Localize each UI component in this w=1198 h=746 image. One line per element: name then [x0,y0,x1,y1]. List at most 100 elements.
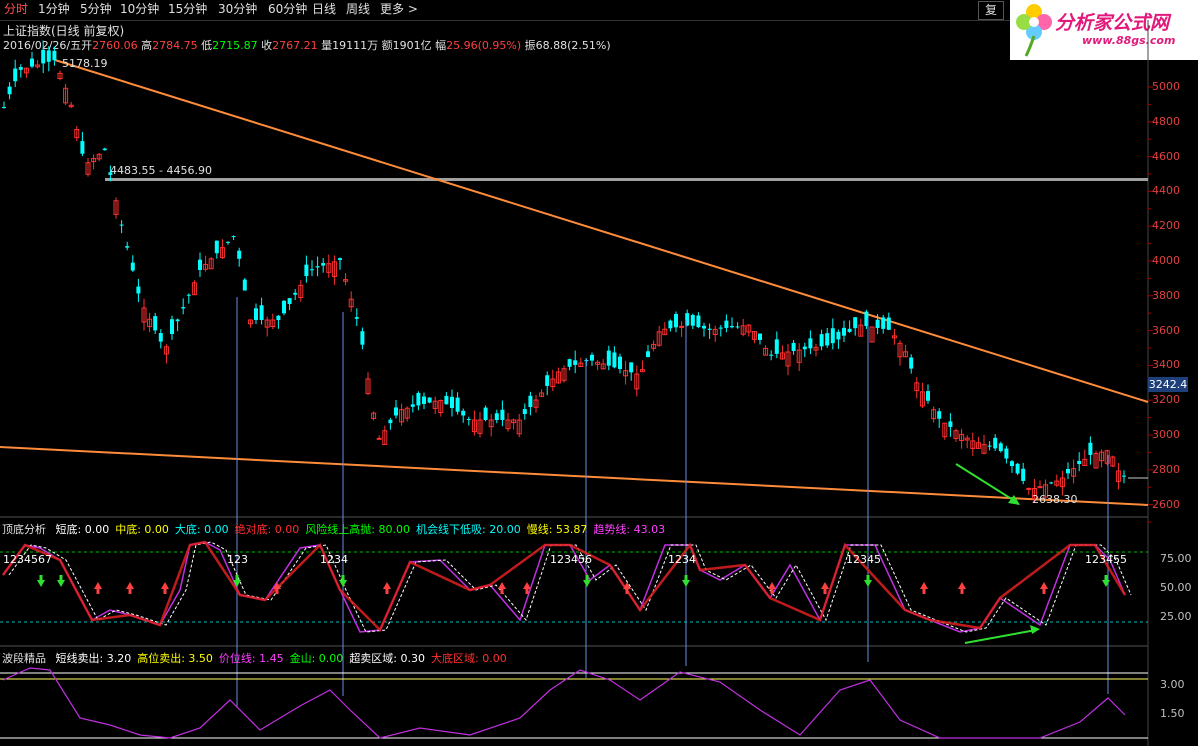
candle-up [348,298,354,308]
fuquan-button[interactable]: 复 [978,1,1004,20]
tab-1[interactable]: 1分钟 [38,2,70,16]
price-tick: 3400 [1152,358,1180,372]
wave-count-label: 1234 [668,553,696,566]
candle-down [735,326,740,328]
candle-up [1115,470,1121,482]
candle-down [690,315,695,326]
candle-down [293,292,298,295]
candle-up [1054,480,1060,486]
price-tick: 4000 [1152,254,1180,267]
wave-count-label: 123455 [1085,553,1127,566]
sell-arrow-icon [275,589,279,594]
candle-up [712,328,718,336]
candle-up [203,263,209,270]
sell-arrow-icon [625,589,629,594]
price-tick: 3800 [1152,288,1180,302]
candle-up [298,284,304,299]
candle-down [606,350,611,366]
candle-up [600,363,606,370]
candle-up [550,378,556,388]
tab-0[interactable]: 分时 [4,2,29,16]
lower-trendline [0,446,1149,506]
candle-up [656,331,662,346]
tab-4[interactable]: 15分钟 [168,2,208,16]
candle-down [136,286,141,294]
candle-down [2,107,6,109]
candle-up [869,326,875,343]
buy-arrow-icon [684,575,688,580]
candle-down [646,351,650,357]
candle-down [1088,442,1093,455]
candle-down [937,411,942,419]
green-trend-arrow [964,629,1037,644]
osc1-tick: 25.00 [1160,610,1192,623]
candle-up [91,158,97,163]
candle-down [1049,482,1054,484]
tab-9[interactable]: 更多 > [380,2,418,16]
candle-down [612,352,617,368]
buy-arrow-icon [233,580,241,587]
candle-down [987,445,992,447]
indicator-item-2: 价位线: 1.45 [218,652,284,665]
candle-down [231,236,236,238]
candle-up [264,319,270,328]
tab-8[interactable]: 周线 [346,2,371,16]
price-tick: 2800 [1152,462,1180,476]
buy-arrow-icon [59,575,63,580]
wave-count-label: 123456 [550,553,592,566]
sell-arrow-icon [958,582,966,589]
amt-label: 额 [381,39,393,52]
osc2-items: 短线卖出: 3.20 高位卖出: 3.50 价位线: 1.45 金山: 0.00 超卖区… [50,652,507,665]
candle-down [455,397,460,412]
candle-down [724,320,729,328]
candle-up [365,378,371,395]
candle-down [819,334,824,347]
candle-up [488,419,494,428]
candle-up [471,419,477,433]
indicator-item-4: 超卖区域: 0.30 [349,652,426,665]
sell-arrow-icon [1040,582,1048,589]
tab-3[interactable]: 10分钟 [120,2,160,16]
osc2-header: 波段精品 短线卖出: 3.20 高位卖出: 3.50 价位线: 1.45 金山: 0.… [2,650,507,666]
candle-up [785,351,791,367]
sell-arrow-icon [922,589,926,594]
tab-2[interactable]: 5分钟 [80,2,112,16]
osc1-name: 顶底分析 [2,523,46,536]
candle-up [595,361,601,365]
level-label: 4483.55 - 4456.90 [110,164,212,177]
sell-arrow-icon [273,582,281,589]
osc1-items: 短底: 0.00 中底: 0.00 大底: 0.00 绝对底: 0.00 风险线上高抛:… [50,523,666,536]
candle-down [808,338,813,349]
tab-7[interactable]: 日线 [312,2,337,16]
candle-down [909,357,914,369]
candle-down [802,346,807,350]
candle-down [444,395,449,405]
vol-value: 19111万 [332,39,379,52]
sell-arrow-icon [96,589,100,594]
candle-up [208,258,214,270]
candle-down [254,308,258,320]
candle-up [746,324,752,333]
candle-up [219,247,225,259]
tab-5[interactable]: 30分钟 [218,2,258,16]
sell-arrow-icon [960,589,964,594]
tab-6[interactable]: 60分钟 [268,2,308,16]
candle-up [1071,468,1077,477]
candle-down [998,443,1003,452]
candle-down [522,409,527,414]
candle-up [953,430,959,439]
candle-up [891,335,897,339]
candle-down [450,396,454,408]
green-trend-arrow [955,463,1019,504]
sell-arrow-icon [823,589,827,594]
high-value: 2784.75 [152,39,198,52]
brand-name: 分析家公式网 [1055,12,1170,34]
open-label: 开 [81,39,93,52]
candle-down [108,172,113,175]
candle-down [791,342,796,352]
candle-down [774,339,779,354]
candle-down [7,86,12,95]
buy-arrow-icon [339,580,347,587]
sell-arrow-icon [163,589,167,594]
